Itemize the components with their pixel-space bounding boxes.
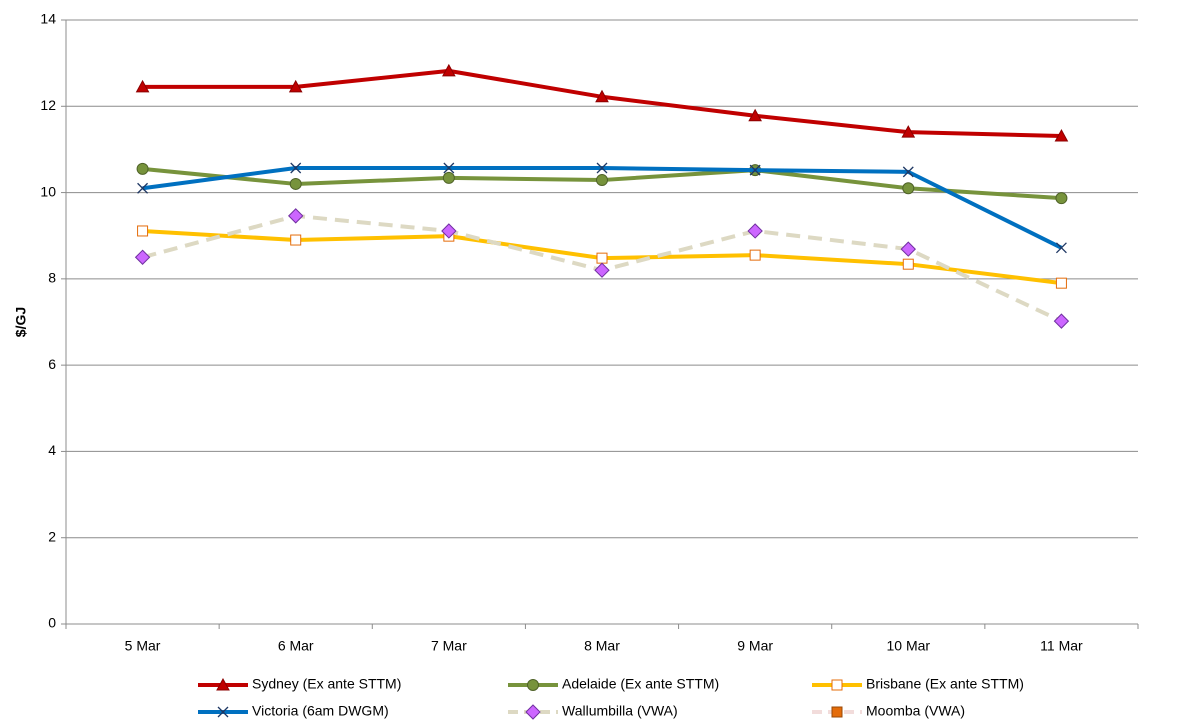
data-point (288, 79, 303, 93)
legend-label: Moomba (VWA) (866, 703, 965, 719)
legend-marker (831, 679, 843, 691)
data-point (289, 177, 302, 190)
legend-label: Adelaide (Ex ante STTM) (562, 676, 719, 692)
data-point (442, 63, 456, 77)
data-point (900, 241, 916, 257)
y-tick-label: 14 (40, 11, 56, 27)
data-point (594, 262, 610, 278)
data-point (137, 182, 149, 194)
y-tick-label: 6 (48, 356, 56, 372)
legend-label: Sydney (Ex ante STTM) (252, 676, 401, 692)
data-point (596, 252, 608, 264)
data-point (1053, 313, 1070, 329)
data-point (1054, 129, 1069, 142)
data-point (749, 164, 761, 176)
series-line (142, 68, 1062, 139)
y-tick-label: 4 (48, 442, 56, 458)
legend-marker (527, 679, 539, 691)
data-point (442, 171, 455, 184)
legend-marker (831, 706, 843, 718)
x-tick-label: 7 Mar (431, 638, 467, 654)
x-tick-label: 9 Mar (737, 638, 773, 654)
data-point (135, 79, 150, 93)
x-tick-label: 10 Mar (886, 638, 930, 654)
data-point (748, 108, 762, 122)
data-point (288, 208, 304, 224)
y-tick-label: 0 (48, 615, 56, 631)
data-point (136, 162, 149, 175)
data-point (902, 166, 914, 178)
data-point (595, 89, 609, 103)
data-point (901, 125, 916, 138)
data-point (441, 223, 457, 239)
y-tick-label: 8 (48, 270, 56, 286)
data-point (290, 162, 302, 174)
y-tick-label: 2 (48, 528, 56, 544)
y-tick-label: 12 (40, 97, 56, 113)
x-tick-label: 6 Mar (278, 638, 314, 654)
legend-label: Brisbane (Ex ante STTM) (866, 676, 1024, 692)
data-point (902, 258, 914, 270)
x-tick-label: 8 Mar (584, 638, 620, 654)
data-point (134, 249, 151, 265)
y-axis-label: $/GJ (13, 307, 29, 337)
x-tick-label: 5 Mar (125, 638, 161, 654)
legend-marker (216, 677, 230, 691)
data-point (1055, 277, 1067, 289)
data-point (290, 234, 302, 246)
data-point (596, 174, 608, 187)
data-point (137, 225, 149, 237)
legend-label: Victoria (6am DWGM) (252, 703, 389, 719)
x-tick-label: 11 Mar (1040, 638, 1083, 654)
data-point (1055, 192, 1068, 205)
data-point (596, 162, 608, 174)
y-tick-label: 10 (40, 183, 56, 199)
data-point (749, 249, 761, 261)
data-point (902, 182, 915, 195)
legend-label: Wallumbilla (VWA) (562, 703, 678, 719)
data-point (443, 162, 455, 174)
legend-marker (525, 704, 541, 720)
data-point (747, 223, 763, 239)
legend-marker (217, 706, 229, 718)
data-point (1055, 242, 1067, 254)
